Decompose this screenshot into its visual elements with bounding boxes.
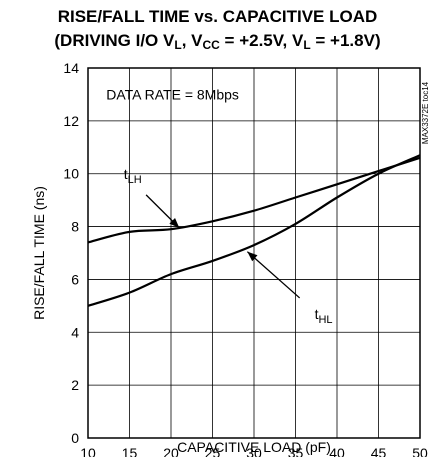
series-arrow-line-tHL xyxy=(246,251,301,299)
series-arrowhead-tLH xyxy=(169,218,180,228)
x-axis-label: CAPACITIVE LOAD (pF) xyxy=(177,439,331,455)
y-tick-label: 14 xyxy=(63,60,79,76)
y-axis-label: RISE/FALL TIME (ns) xyxy=(31,186,47,320)
y-tick-label: 0 xyxy=(71,430,79,446)
title-subscript: CC xyxy=(202,38,220,52)
title-subscript: L xyxy=(303,38,311,52)
x-tick-label: 45 xyxy=(371,445,387,457)
series-label-tHL: tHL xyxy=(315,306,333,326)
x-tick-label: 50 xyxy=(412,445,428,457)
data-rate-annotation: DATA RATE = 8Mbps xyxy=(106,86,239,102)
x-tick-label: 10 xyxy=(80,445,96,457)
title-subscript: L xyxy=(174,38,182,52)
title-text-part: = +2.5V, V xyxy=(219,31,304,50)
series-label-tLH: tLH xyxy=(124,166,142,186)
chart-title-line-2: (DRIVING I/O VL, VCC = +2.5V, VL = +1.8V… xyxy=(0,31,435,52)
x-tick-label: 40 xyxy=(329,445,345,457)
series-line-tLH xyxy=(87,156,421,244)
x-tick-label: 35 xyxy=(288,445,304,457)
y-tick-label: 10 xyxy=(63,166,79,182)
x-tick-label: 25 xyxy=(205,445,221,457)
x-tick-label: 20 xyxy=(163,445,179,457)
title-text-part: (DRIVING I/O V xyxy=(54,31,175,50)
x-tick-label: 30 xyxy=(246,445,262,457)
y-tick-label: 8 xyxy=(71,219,79,235)
chart-title-line-1: RISE/FALL TIME vs. CAPACITIVE LOAD xyxy=(57,7,378,26)
y-tick-label: 4 xyxy=(71,324,79,340)
series-line-tHL xyxy=(87,154,421,307)
x-tick-label: 15 xyxy=(122,445,138,457)
side-part-label: MAX3372E toc14 xyxy=(421,81,430,144)
y-tick-label: 2 xyxy=(71,377,79,393)
title-text-part: = +1.8V) xyxy=(310,31,381,50)
y-tick-label: 12 xyxy=(63,113,79,129)
plot-frame xyxy=(87,67,421,439)
series-arrowhead-tHL xyxy=(247,251,258,262)
y-tick-label: 6 xyxy=(71,271,79,287)
title-text-part: , V xyxy=(181,31,203,50)
